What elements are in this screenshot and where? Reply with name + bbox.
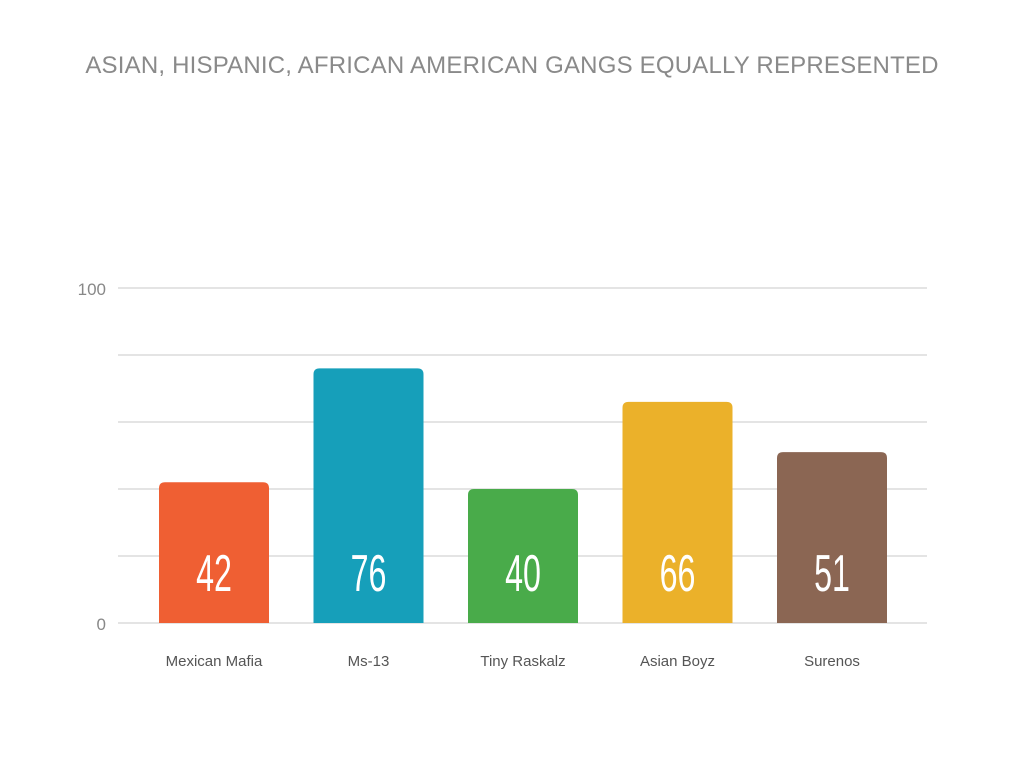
data-label: 76 <box>351 545 387 603</box>
y-tick-label: 100 <box>78 280 106 299</box>
x-tick-label: Mexican Mafia <box>166 653 263 670</box>
bar <box>313 368 424 623</box>
x-tick-label: Tiny Raskalz <box>480 653 565 670</box>
bar <box>622 401 733 623</box>
data-label: 42 <box>196 545 232 603</box>
x-tick-label: Asian Boyz <box>640 653 715 670</box>
x-tick-label: Surenos <box>804 653 860 670</box>
data-label: 66 <box>660 545 696 603</box>
x-tick-label: Ms-13 <box>348 653 390 670</box>
bar <box>777 452 887 623</box>
bar <box>159 482 269 623</box>
data-label: 40 <box>505 545 541 603</box>
y-tick-label: 0 <box>97 615 106 634</box>
bar <box>468 489 578 623</box>
data-label: 51 <box>814 545 850 603</box>
chart-title: ASIAN, HISPANIC, AFRICAN AMERICAN GANGS … <box>85 52 939 79</box>
